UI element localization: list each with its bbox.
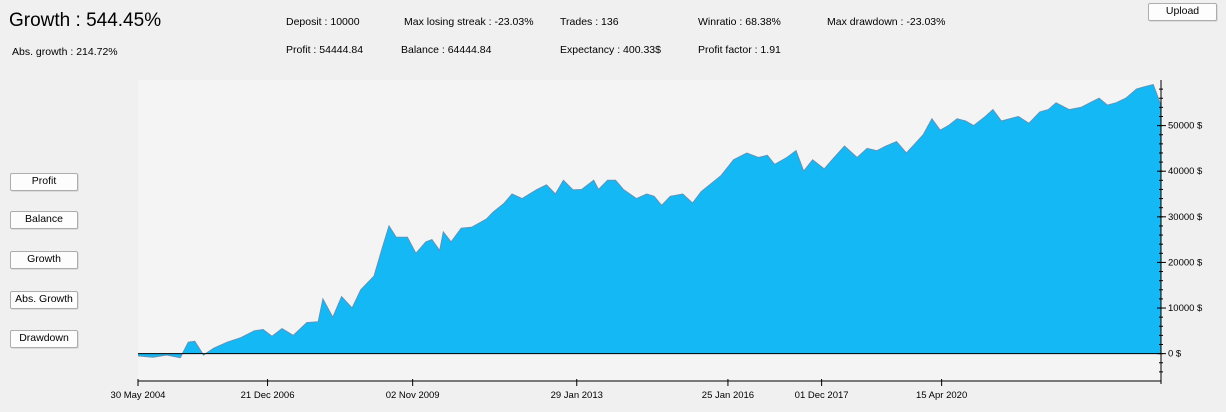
- deposit-stat: Deposit : 10000: [286, 16, 360, 28]
- y-tick-label: 20000 $: [1168, 257, 1203, 268]
- y-tick-label: 50000 $: [1168, 121, 1203, 132]
- upload-button[interactable]: Upload: [1148, 3, 1217, 21]
- x-tick-label: 25 Jan 2016: [702, 390, 754, 401]
- max-drawdown-stat: Max drawdown : -23.03%: [827, 16, 946, 28]
- growth-button[interactable]: Growth: [10, 251, 78, 269]
- profit-button[interactable]: Profit: [10, 173, 78, 191]
- profit-stat: Profit : 54444.84: [286, 44, 364, 56]
- y-tick-label: 30000 $: [1168, 212, 1203, 223]
- x-tick-label: 01 Dec 2017: [795, 390, 849, 401]
- y-tick-label: 10000 $: [1168, 303, 1203, 314]
- x-tick-label: 30 May 2004: [111, 390, 166, 401]
- x-tick-label: 02 Nov 2009: [386, 390, 440, 401]
- growth-area: [138, 84, 1161, 358]
- x-tick-label: 29 Jan 2013: [551, 390, 603, 401]
- y-tick-label: 40000 $: [1168, 166, 1203, 177]
- abs-growth-button[interactable]: Abs. Growth: [10, 291, 78, 309]
- y-tick-label: 0 $: [1168, 349, 1182, 360]
- balance-stat: Balance : 64444.84: [401, 44, 492, 56]
- growth-title: Growth : 544.45%: [9, 10, 162, 31]
- expectancy-stat: Expectancy : 400.33$: [560, 44, 661, 56]
- max-losing-streak-stat: Max losing streak : -23.03%: [404, 16, 534, 28]
- x-tick-label: 21 Dec 2006: [241, 390, 295, 401]
- x-tick-label: 15 Apr 2020: [916, 390, 967, 401]
- profit-factor-stat: Profit factor : 1.91: [698, 44, 781, 56]
- abs-growth-stat: Abs. growth : 214.72%: [12, 46, 118, 58]
- trades-stat: Trades : 136: [560, 16, 619, 28]
- growth-line: [137, 84, 1162, 359]
- drawdown-button[interactable]: Drawdown: [10, 330, 78, 348]
- winratio-stat: Winratio : 68.38%: [698, 16, 781, 28]
- balance-button[interactable]: Balance: [10, 211, 78, 229]
